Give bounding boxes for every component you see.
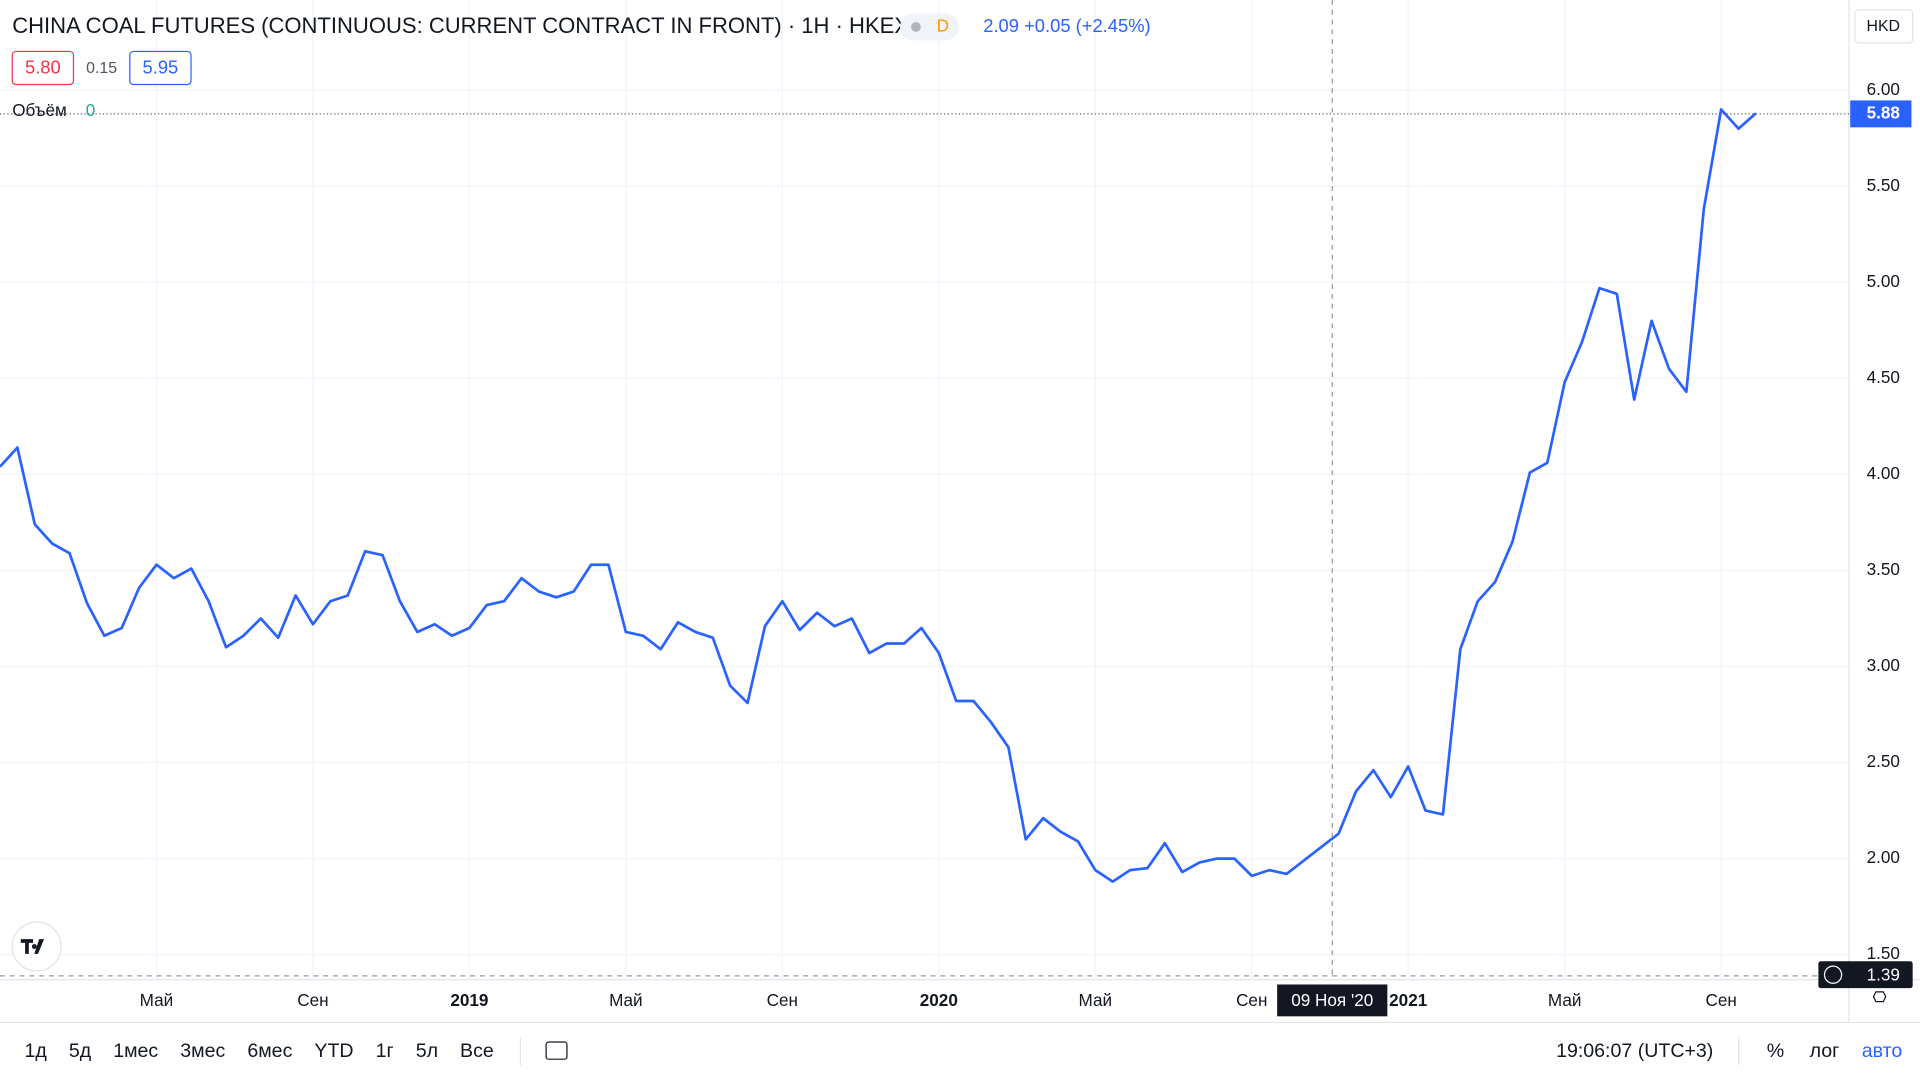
range-button[interactable]: 6мес [247,1040,292,1062]
add-icon[interactable] [1823,965,1843,984]
logo[interactable] [11,921,62,972]
range-button[interactable]: 5д [69,1040,92,1062]
ask-box[interactable] [129,50,192,86]
crosshair-price: 1.39 [1867,964,1900,984]
price-line [0,108,1757,883]
badge-dot [911,22,921,32]
x-tick-label: Сен [1705,990,1736,1010]
range-button[interactable]: 1д [24,1040,47,1062]
auto-toggle[interactable]: авто [1862,1040,1903,1062]
x-tick-label: Май [1548,990,1582,1010]
bid[interactable]: 5.80 [25,56,61,77]
y-tick-label: 4.00 [1867,463,1900,483]
crosshair-date: 09 Ноя '20 [1291,990,1373,1010]
range-button[interactable]: YTD [314,1040,353,1062]
volume-label: Объём [12,100,67,120]
y-tick-label: 3.00 [1867,655,1900,675]
crosshair-date-box [1277,984,1388,1017]
y-tick-label: 2.00 [1867,847,1900,867]
y-tick-label: 1.50 [1867,943,1900,963]
y-tick-label: 5.50 [1867,175,1900,195]
range-button[interactable]: Все [460,1040,494,1062]
settings-icon[interactable] [1872,991,1887,1003]
logo-mark [20,939,45,954]
x-tick-label: Сен [767,990,798,1010]
grid [0,0,1849,980]
symbol-title: CHINA COAL FUTURES (CONTINUOUS: CURRENT … [12,13,909,38]
x-tick-label: 2019 [450,990,488,1010]
plot [0,108,1757,883]
range-button[interactable]: 3мес [180,1040,225,1062]
y-tick-label: 4.50 [1867,367,1900,387]
x-tick-label: Май [1078,990,1112,1010]
date-range-icon[interactable] [545,1041,568,1060]
y-tick-label: 6.00 [1867,79,1900,99]
bid-box[interactable] [11,50,75,86]
x-tick-label: Май [140,990,174,1010]
volume-value: 0 [86,100,96,120]
badge: D [937,15,949,35]
y-tick-label: 5.00 [1867,271,1900,291]
crosshair-price-box [1818,961,1913,989]
badge-bg [900,13,959,41]
range-button[interactable]: 5л [416,1040,438,1062]
ask[interactable]: 5.95 [143,56,179,77]
y-tick-label: 2.50 [1867,751,1900,771]
clock[interactable]: 19:06:07 (UTC+3) [1556,1040,1713,1062]
x-tick-label: Май [609,990,643,1010]
x-tick-label: Сен [297,990,328,1010]
percent-toggle[interactable]: % [1767,1040,1784,1062]
spread: 0.15 [86,60,117,77]
x-tick-label: 2020 [920,990,958,1010]
currency[interactable]: HKD [1866,18,1900,35]
range-button[interactable]: 1г [376,1040,394,1062]
x-tick-label: 2021 [1389,990,1428,1010]
currency-button[interactable] [1854,9,1914,44]
quote: 2.09 +0.05 (+2.45%) [983,15,1150,36]
log-toggle[interactable]: лог [1810,1040,1840,1062]
range-bar: 1д 5д 1мес 3мес 6мес YTD 1г 5л Все [24,1040,493,1062]
x-tick-label: Сен [1236,990,1267,1010]
last-price-box [1850,100,1912,128]
y-tick-label: 3.50 [1867,559,1900,579]
range-button[interactable]: 1мес [113,1040,158,1062]
last-price: 5.88 [1867,102,1900,122]
